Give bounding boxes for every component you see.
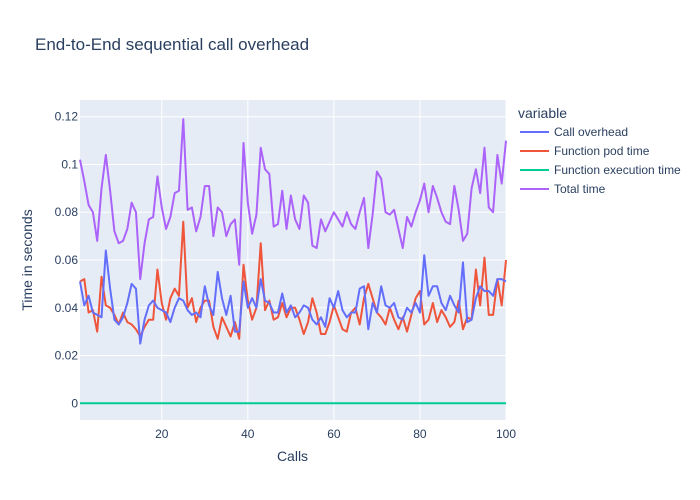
series-line-call-overhead [79, 249, 507, 345]
legend-title: variable [518, 105, 567, 121]
x-tick-label: 20 [155, 427, 169, 441]
y-axis-title: Time in seconds [19, 209, 35, 310]
y-tick-label: 0.04 [55, 301, 79, 315]
legend: variable Call overhead Function pod time F… [518, 105, 681, 196]
y-tick-label: 0.08 [55, 205, 79, 219]
x-axis-title: Calls [277, 448, 308, 464]
legend-label-call-overhead[interactable]: Call overhead [554, 125, 628, 139]
x-tick-label: 100 [496, 427, 516, 441]
y-axis-ticks: 0 0.02 0.04 0.06 0.08 0.1 0.12 [55, 110, 79, 411]
y-tick-label: 0.12 [55, 110, 79, 124]
series-line-total-time [79, 118, 507, 281]
y-tick-label: 0.1 [61, 157, 78, 171]
y-tick-label: 0 [71, 396, 78, 410]
chart-title: End-to-End sequential call overhead [35, 35, 309, 54]
legend-label-function-execution-time[interactable]: Function execution time [554, 163, 681, 177]
y-tick-label: 0.06 [55, 253, 79, 267]
legend-label-function-pod-time[interactable]: Function pod time [554, 144, 650, 158]
legend-label-total-time[interactable]: Total time [554, 182, 606, 196]
x-tick-label: 80 [413, 427, 427, 441]
x-tick-label: 40 [241, 427, 255, 441]
series-line-function-pod-time [79, 220, 507, 340]
x-tick-label: 60 [327, 427, 341, 441]
x-axis-ticks: 20 40 60 80 100 [155, 427, 516, 441]
series-layer [79, 118, 507, 405]
y-tick-label: 0.02 [55, 349, 79, 363]
